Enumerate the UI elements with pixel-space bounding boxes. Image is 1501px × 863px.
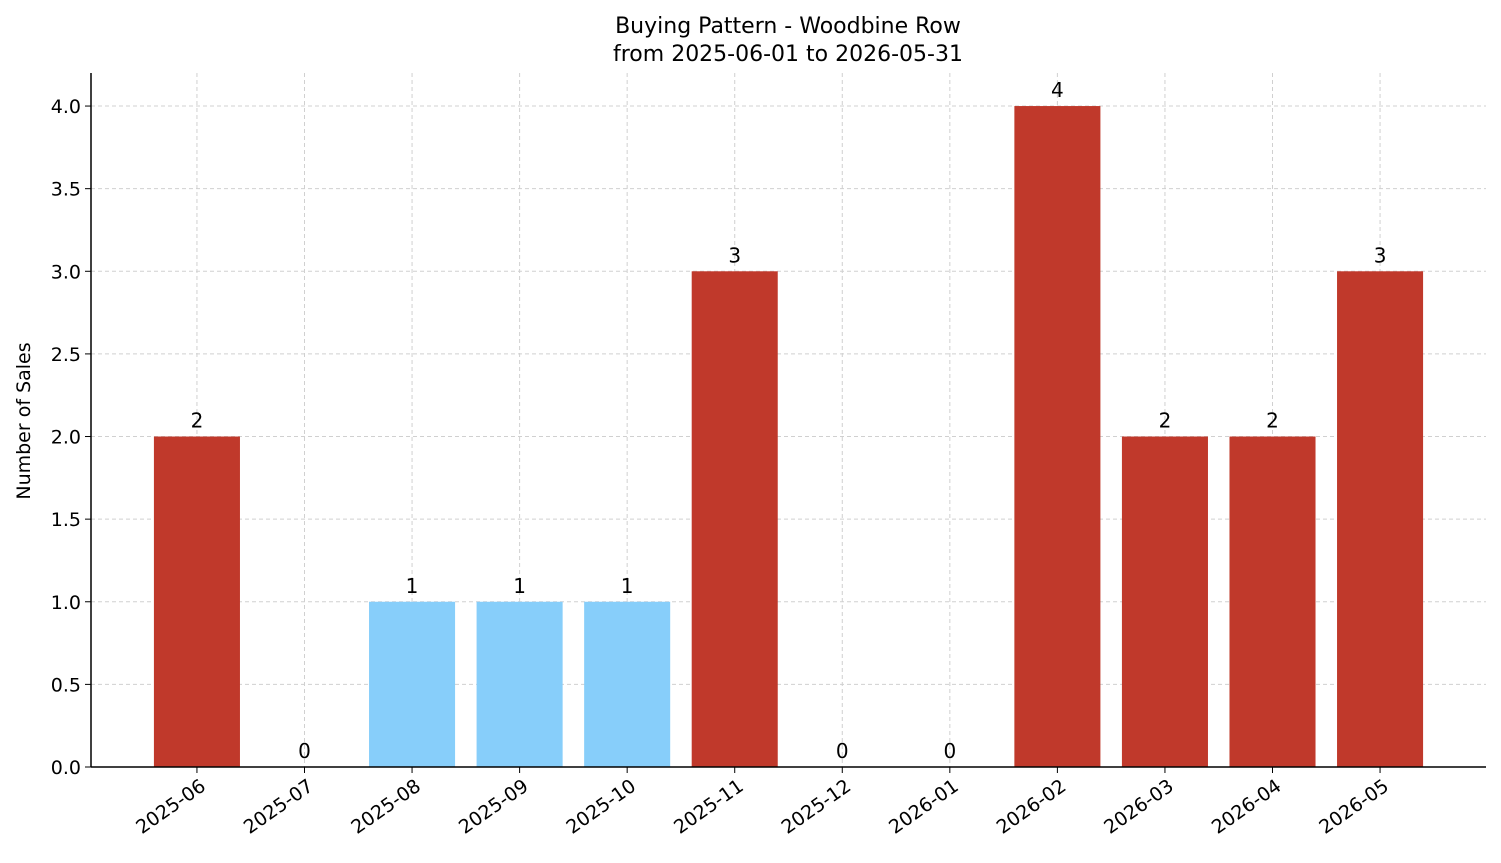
y-tick-label: 2.0 bbox=[51, 427, 81, 449]
value-label: 3 bbox=[728, 243, 741, 267]
chart-subtitle: from 2025-06-01 to 2026-05-31 bbox=[613, 42, 963, 67]
y-tick-label: 1.5 bbox=[51, 509, 81, 531]
x-tick-label: 2025-09 bbox=[455, 775, 533, 839]
x-tick-label: 2025-10 bbox=[562, 775, 640, 839]
y-tick-label: 0.0 bbox=[51, 757, 81, 779]
chart-title: Buying Pattern - Woodbine Row bbox=[615, 14, 961, 39]
bar bbox=[584, 601, 671, 767]
bar bbox=[1014, 106, 1101, 768]
value-label: 4 bbox=[1051, 78, 1064, 102]
value-label: 2 bbox=[1266, 409, 1279, 433]
x-tick-label: 2025-06 bbox=[132, 775, 210, 839]
y-tick-label: 2.5 bbox=[51, 344, 81, 366]
bar bbox=[1121, 436, 1208, 767]
value-label: 3 bbox=[1374, 243, 1387, 267]
y-tick-label: 1.0 bbox=[51, 592, 81, 614]
x-tick-label: 2025-11 bbox=[670, 775, 748, 839]
x-tick-label: 2026-01 bbox=[885, 775, 963, 839]
bar bbox=[369, 601, 456, 767]
value-label: 1 bbox=[406, 574, 419, 598]
bar bbox=[153, 436, 240, 767]
x-tick-label: 2025-08 bbox=[347, 775, 425, 839]
value-label: 0 bbox=[943, 739, 956, 763]
bar bbox=[1337, 271, 1424, 767]
value-label: 1 bbox=[621, 574, 634, 598]
value-label: 0 bbox=[836, 739, 849, 763]
value-label: 2 bbox=[1159, 409, 1172, 433]
y-axis-label: Number of Sales bbox=[13, 342, 35, 499]
bar bbox=[1229, 436, 1316, 767]
bar bbox=[691, 271, 778, 767]
x-tick-label: 2026-05 bbox=[1315, 775, 1393, 839]
y-tick-label: 3.5 bbox=[51, 179, 81, 201]
y-tick-label: 3.0 bbox=[51, 261, 81, 283]
bar bbox=[476, 601, 563, 767]
y-tick-label: 4.0 bbox=[51, 96, 81, 118]
x-tick-label: 2025-07 bbox=[240, 775, 318, 839]
x-tick-label: 2026-02 bbox=[993, 775, 1071, 839]
y-tick-label: 0.5 bbox=[51, 674, 81, 696]
x-tick-label: 2025-12 bbox=[777, 775, 855, 839]
value-label: 1 bbox=[513, 574, 526, 598]
x-tick-label: 2026-03 bbox=[1100, 775, 1178, 839]
x-tick-label: 2026-04 bbox=[1208, 775, 1286, 839]
value-label: 0 bbox=[298, 739, 311, 763]
value-label: 2 bbox=[191, 409, 204, 433]
